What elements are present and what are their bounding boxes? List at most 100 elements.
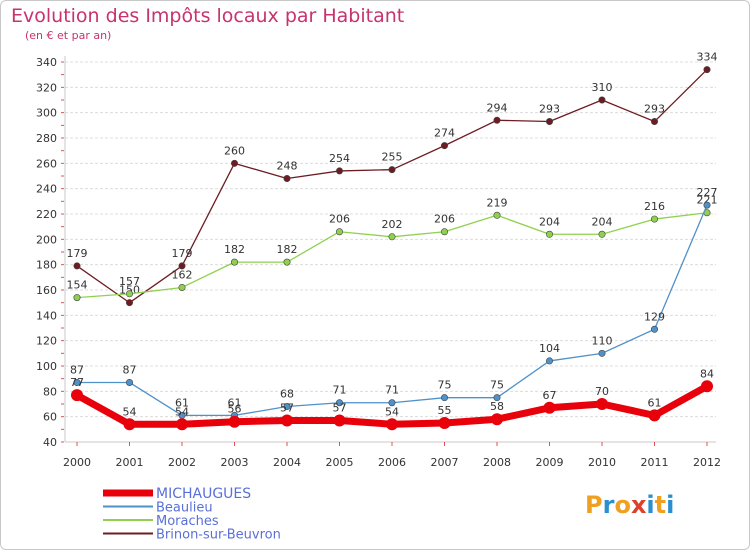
data-point <box>228 415 241 428</box>
y-tick-label: 40 <box>43 436 57 449</box>
data-label: 75 <box>490 379 504 392</box>
data-label: 206 <box>329 213 350 226</box>
data-label: 71 <box>385 384 399 397</box>
data-label: 58 <box>490 400 504 413</box>
y-tick-label: 80 <box>43 385 57 398</box>
data-label: 182 <box>277 243 298 256</box>
data-label: 71 <box>333 384 347 397</box>
data-point <box>543 401 556 414</box>
data-point <box>283 403 291 411</box>
data-point <box>73 262 81 270</box>
x-tick-label: 2009 <box>536 456 564 469</box>
data-label: 179 <box>172 247 193 260</box>
data-label: 68 <box>280 388 294 401</box>
y-tick-label: 260 <box>36 157 57 170</box>
data-point <box>126 290 134 298</box>
data-label: 110 <box>592 334 613 347</box>
data-label: 87 <box>70 363 84 376</box>
data-point <box>386 418 398 431</box>
x-tick-label: 2007 <box>431 456 459 469</box>
data-point <box>73 294 81 302</box>
data-label: 129 <box>644 310 665 323</box>
data-label: 274 <box>434 127 455 140</box>
data-point <box>648 409 661 422</box>
data-label: 154 <box>67 279 88 292</box>
data-label: 104 <box>539 342 560 355</box>
y-tick-label: 300 <box>36 107 57 120</box>
data-point <box>596 398 608 410</box>
data-point <box>440 142 448 150</box>
chart-subtitle: (en € et par an) <box>25 29 112 42</box>
x-tick-label: 2008 <box>483 456 511 469</box>
data-point <box>545 357 553 365</box>
data-label: 204 <box>592 215 613 228</box>
x-tick-label: 2010 <box>588 456 616 469</box>
data-point <box>281 414 293 427</box>
data-label: 57 <box>333 401 347 414</box>
data-point <box>283 258 291 266</box>
x-tick-label: 2000 <box>63 456 91 469</box>
data-point <box>493 116 501 124</box>
data-point <box>598 96 606 104</box>
y-tick-label: 220 <box>36 208 57 221</box>
x-tick-label: 2004 <box>273 456 301 469</box>
data-label: 255 <box>382 151 403 164</box>
logo-letter: i <box>666 491 675 519</box>
data-point <box>493 211 501 219</box>
data-point <box>335 399 343 407</box>
x-tick-label: 2001 <box>116 456 144 469</box>
data-point <box>178 283 186 291</box>
legend-label: Brinon-sur-Beuvron <box>156 528 281 543</box>
data-label: 84 <box>700 367 714 380</box>
data-label: 204 <box>539 215 560 228</box>
data-label: 219 <box>487 196 508 209</box>
data-point <box>650 325 658 333</box>
data-point <box>598 230 606 238</box>
data-point <box>231 159 239 167</box>
data-point <box>73 378 81 386</box>
y-tick-label: 100 <box>36 360 57 373</box>
data-label: 162 <box>172 268 193 281</box>
data-point <box>126 299 134 307</box>
data-point <box>335 167 343 175</box>
data-label: 54 <box>175 405 189 418</box>
data-label: 206 <box>434 213 455 226</box>
y-tick-label: 180 <box>36 259 57 272</box>
data-label: 294 <box>487 101 508 114</box>
data-point <box>650 118 658 126</box>
data-point <box>493 394 501 402</box>
data-label: 157 <box>119 275 140 288</box>
x-tick-label: 2002 <box>168 456 196 469</box>
y-tick-label: 120 <box>36 335 57 348</box>
data-label: 57 <box>280 401 294 414</box>
data-point <box>335 228 343 236</box>
data-point <box>71 389 83 402</box>
data-label: 293 <box>539 103 560 116</box>
y-tick-label: 140 <box>36 309 57 322</box>
data-point <box>545 118 553 126</box>
data-label: 248 <box>277 160 298 173</box>
data-label: 75 <box>438 379 452 392</box>
y-tick-label: 340 <box>36 56 57 69</box>
data-point <box>703 201 711 209</box>
y-tick-label: 200 <box>36 233 57 246</box>
x-tick-label: 2006 <box>378 456 406 469</box>
legend-label: MICHAUGUES <box>156 486 251 502</box>
data-point <box>701 380 713 393</box>
legend-label: Moraches <box>156 514 219 529</box>
data-point <box>388 233 396 241</box>
data-point <box>333 414 346 427</box>
data-label: 87 <box>123 363 137 376</box>
logo-letter: P <box>585 491 603 519</box>
data-label: 55 <box>438 404 452 417</box>
data-label: 202 <box>382 218 403 231</box>
data-label: 227 <box>697 186 718 199</box>
data-label: 61 <box>228 396 242 409</box>
logo-letter: x <box>630 491 647 519</box>
data-point <box>438 417 451 429</box>
logo-letter: i <box>646 491 655 519</box>
data-point <box>703 66 711 74</box>
data-point <box>176 418 188 431</box>
